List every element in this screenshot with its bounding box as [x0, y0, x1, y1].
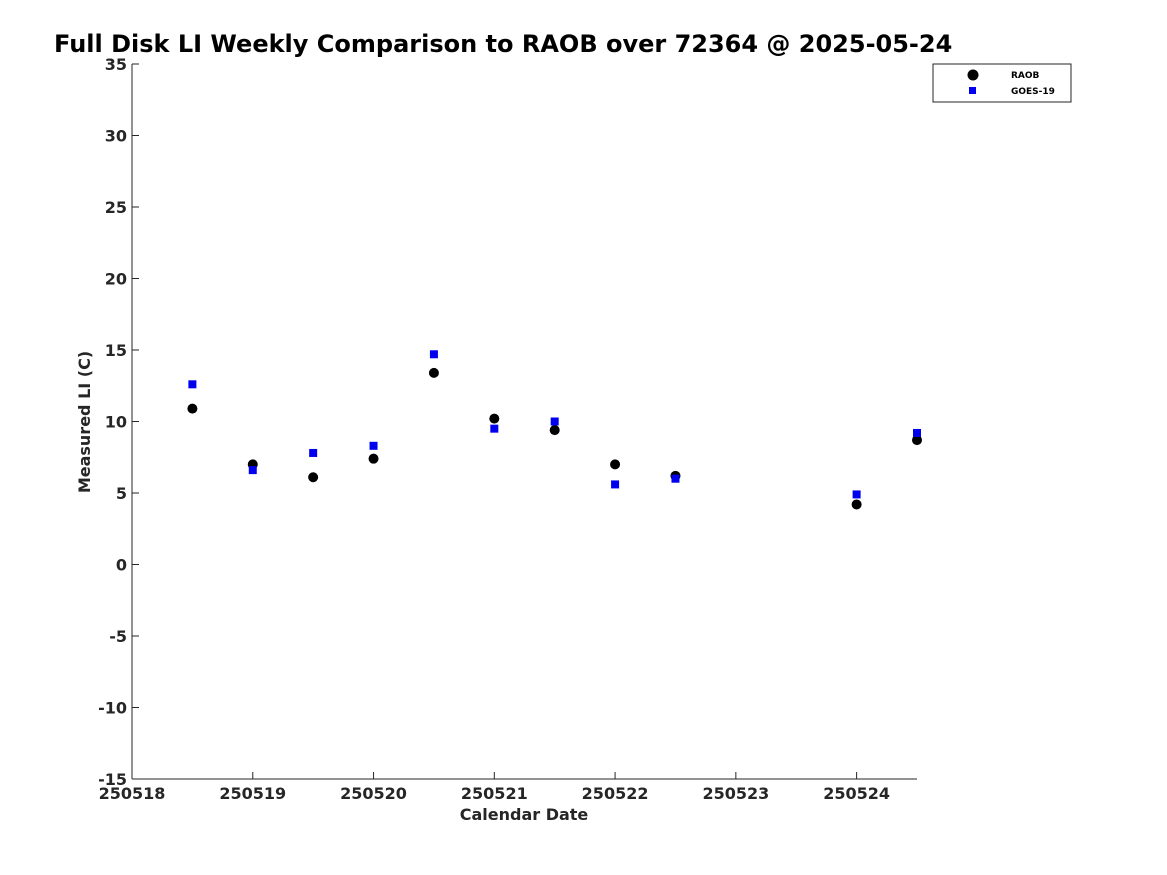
legend-marker-raob [967, 69, 979, 81]
point-goes-19 [611, 480, 620, 489]
point-goes-19 [550, 417, 559, 426]
point-raob [851, 499, 862, 510]
point-goes-19 [248, 466, 257, 475]
legend-label-raob: RAOB [1011, 71, 1040, 81]
x-tick-label: 250518 [99, 784, 166, 803]
point-raob [912, 435, 922, 446]
x-tick-label: 250524 [823, 784, 890, 803]
y-tick-label: -10 [98, 699, 127, 718]
legend: RAOB GOES-19 [932, 63, 1072, 103]
point-goes-19 [913, 428, 921, 437]
point-raob [489, 413, 500, 424]
point-goes-19 [309, 448, 318, 457]
x-tick-label: 250520 [340, 784, 407, 803]
point-goes-19 [188, 380, 197, 389]
point-goes-19 [852, 490, 861, 499]
legend-marker-goes [969, 87, 976, 94]
legend-box [932, 63, 1072, 103]
y-tick-label: 25 [105, 198, 127, 217]
point-goes-19 [671, 474, 680, 483]
point-goes-19 [429, 350, 438, 359]
x-axis-label: Calendar Date [460, 805, 589, 824]
point-goes-19 [369, 441, 378, 450]
y-tick-label: 30 [105, 127, 127, 146]
y-tick-label: 15 [105, 341, 127, 360]
y-tick-label: 5 [116, 484, 127, 503]
data-points [187, 350, 922, 510]
x-tick-label: 250522 [582, 784, 649, 803]
point-goes-19 [490, 424, 499, 433]
point-raob [549, 425, 560, 436]
y-tick-label: 0 [116, 556, 127, 575]
y-tick-label: -15 [98, 770, 127, 789]
x-tick-label: 250521 [461, 784, 528, 803]
point-raob [187, 403, 198, 414]
point-raob [368, 453, 379, 464]
x-ticks: 250518 250519 250520 250521 250522 250523 2505… [99, 772, 890, 803]
y-tick-label: 20 [105, 270, 127, 289]
x-tick-label: 250523 [702, 784, 769, 803]
axes [131, 64, 917, 780]
point-raob [610, 459, 621, 470]
y-tick-label: 35 [105, 55, 127, 74]
chart-title: Full Disk LI Weekly Comparison to RAOB o… [54, 30, 952, 58]
y-tick-label: -5 [109, 627, 127, 646]
point-raob [308, 472, 319, 483]
x-tick-label: 250519 [219, 784, 286, 803]
legend-label-goes: GOES-19 [1011, 87, 1055, 97]
y-axis-label: Measured LI (C) [75, 351, 94, 493]
point-raob [428, 367, 439, 378]
y-ticks: 35 30 25 20 15 10 5 0 -5 -10 -15 [98, 55, 139, 789]
y-tick-label: 10 [105, 413, 127, 432]
